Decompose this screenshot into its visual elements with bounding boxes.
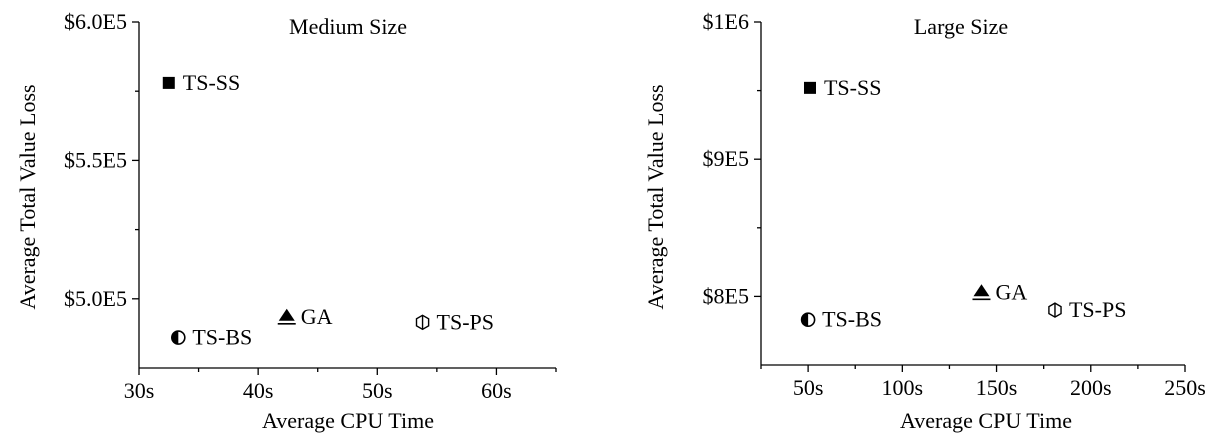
x-tick-label: 30s: [124, 378, 155, 403]
y-tick-label: $1E6: [703, 9, 749, 34]
tick-layer: 30s 40s 50s 60s $5.0E5 $5.5E5 $6.0E5: [64, 9, 557, 403]
data-point: TS-PS: [1048, 297, 1126, 322]
data-point-label: TS-SS: [824, 75, 881, 100]
marker-filled-square: [803, 81, 816, 94]
y-tick-label: $6.0E5: [64, 9, 127, 34]
data-point: TS-SS: [803, 75, 881, 100]
data-point-label: TS-SS: [183, 70, 240, 95]
y-tick-label: $5.0E5: [64, 286, 127, 311]
large-size-chart: Large Size Average Total Value Loss Aver…: [643, 9, 1206, 433]
marker-half-fill: [801, 313, 809, 327]
y-axis-title: Average Total Value Loss: [643, 84, 668, 309]
x-tick-label: 60s: [481, 378, 512, 403]
data-point: TS-BS: [800, 307, 882, 332]
x-tick-label: 100s: [882, 375, 924, 400]
x-tick-label: 150s: [976, 375, 1018, 400]
y-axis-title: Average Total Value Loss: [15, 84, 40, 309]
data-point: TS-BS: [171, 325, 252, 350]
chart-title: Medium Size: [289, 14, 407, 39]
point-layer: TS-SS TS-BS GA TS-PS: [162, 70, 494, 350]
marker-triangle: [278, 308, 295, 321]
chart-title: Large Size: [914, 14, 1008, 39]
data-point-label: TS-PS: [1069, 297, 1126, 322]
x-tick-label: 50s: [362, 378, 393, 403]
point-layer: TS-SS TS-BS GA TS-PS: [800, 75, 1126, 332]
marker-half-fill: [171, 331, 179, 345]
marker-filled-square: [162, 76, 175, 89]
medium-size-chart: Medium Size Average Total Value Loss Ave…: [15, 9, 557, 433]
x-axis-title: Average CPU Time: [900, 408, 1072, 433]
y-tick-label: $8E5: [703, 283, 749, 308]
marker-triangle: [973, 284, 990, 297]
data-point-label: GA: [995, 279, 1027, 304]
x-tick-label: 50s: [793, 375, 824, 400]
y-tick-label: $9E5: [703, 146, 749, 171]
tick-layer: 50s 100s 150s 200s 250s $8E5 $9E5 $1E6: [703, 9, 1206, 400]
data-point-label: TS-PS: [437, 309, 494, 334]
data-point-label: TS-BS: [822, 307, 882, 332]
x-tick-label: 40s: [243, 378, 274, 403]
data-point: GA: [277, 304, 333, 329]
data-point: GA: [972, 279, 1027, 304]
x-tick-label: 250s: [1164, 375, 1206, 400]
data-point-label: GA: [301, 304, 333, 329]
x-tick-label: 200s: [1070, 375, 1112, 400]
x-axis-title: Average CPU Time: [262, 408, 434, 433]
data-point: TS-PS: [415, 309, 494, 334]
data-point-label: TS-BS: [192, 325, 252, 350]
y-tick-label: $5.5E5: [64, 147, 127, 172]
data-point: TS-SS: [162, 70, 240, 95]
